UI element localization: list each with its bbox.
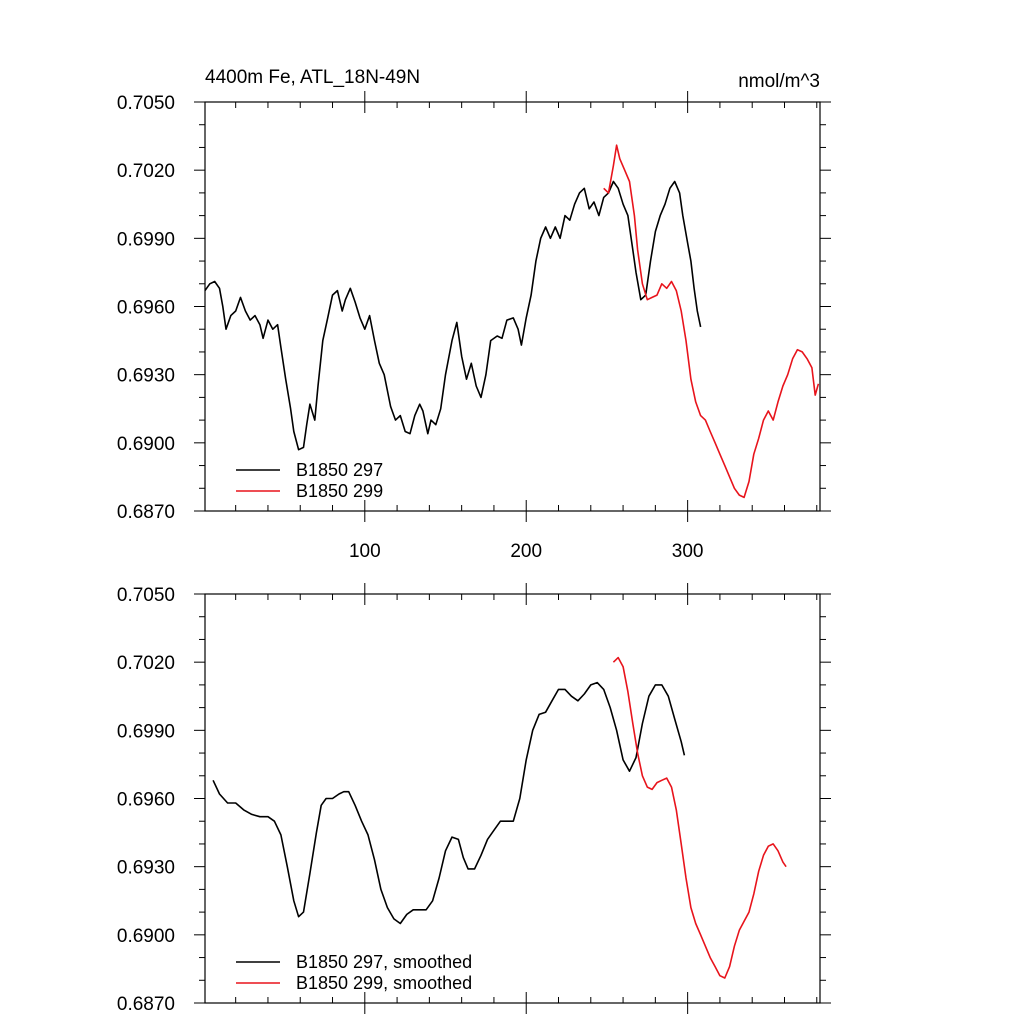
- legend-label: B1850 299, smoothed: [296, 973, 472, 993]
- series-line-black: [204, 180, 702, 451]
- series-line-red: [612, 656, 787, 979]
- y-tick-label: 0.6900: [117, 434, 175, 455]
- y-tick-label: 0.6960: [117, 298, 175, 319]
- legend-label: B1850 297, smoothed: [296, 952, 472, 972]
- bottom-panel: 0.6870 0.6900 0.6930 0.6960 0.6990 0.7020 0.70…: [117, 583, 831, 1015]
- y-tick-label: 0.7020: [117, 653, 175, 674]
- plot-frame: [204, 101, 821, 512]
- legend-label: B1850 297: [296, 460, 383, 480]
- legend-label: B1850 299: [296, 481, 383, 501]
- y-tick-label: 0.6960: [117, 790, 175, 811]
- plot-frame: [204, 593, 821, 1004]
- y-tick-label: 0.6930: [117, 858, 175, 879]
- y-tick-label: 0.6990: [117, 229, 175, 250]
- top-panel: 0.6870 0.6900 0.6930 0.6960 0.6990 0.7020 0.70…: [117, 91, 831, 562]
- y-tick-label: 0.6900: [117, 926, 175, 947]
- y-tick-label: 0.6930: [117, 366, 175, 387]
- y-tick-label: 0.7050: [117, 585, 175, 606]
- y-tick-label: 0.6870: [117, 502, 175, 523]
- y-tick-label: 0.7020: [117, 161, 175, 182]
- y-tick-label: 0.6990: [117, 721, 175, 742]
- x-tick-label: 100: [349, 541, 381, 562]
- units-label: nmol/m^3: [738, 71, 820, 92]
- chart-title: 4400m Fe, ATL_18N-49N: [205, 67, 420, 88]
- series-line-black: [212, 681, 686, 925]
- y-tick-label: 0.7050: [117, 93, 175, 114]
- x-tick-label: 200: [510, 541, 542, 562]
- series-line-red: [603, 144, 820, 499]
- x-tick-label: 300: [672, 541, 704, 562]
- y-tick-label: 0.6870: [117, 994, 175, 1015]
